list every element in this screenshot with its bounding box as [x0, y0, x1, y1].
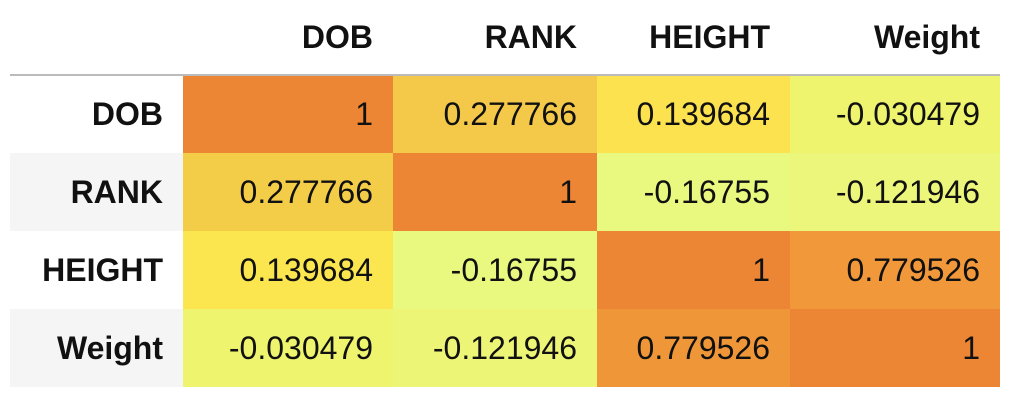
table-row: HEIGHT 0.139684 -0.16755 1 0.779526 — [10, 231, 1000, 309]
header-row: DOB RANK HEIGHT Weight — [10, 0, 1000, 76]
table-row: RANK 0.277766 1 -0.16755 -0.121946 — [10, 153, 1000, 231]
value-cell: 1 — [790, 309, 1000, 387]
column-header: RANK — [393, 0, 597, 76]
value-cell: 0.139684 — [183, 231, 393, 309]
column-header: DOB — [183, 0, 393, 76]
value-cell: -0.121946 — [393, 309, 597, 387]
row-header: RANK — [10, 153, 183, 231]
row-header: DOB — [91, 96, 163, 132]
corner-cell — [10, 0, 183, 76]
value-cell: -0.16755 — [393, 231, 597, 309]
value-cell: 0.779526 — [790, 231, 1000, 309]
value-cell: 0.277766 — [183, 153, 393, 231]
table-header: DOB RANK HEIGHT Weight — [10, 0, 1000, 76]
value-cell: -0.121946 — [790, 153, 1000, 231]
table-row: DOB 1 0.277766 0.139684 -0.030479 — [10, 75, 1000, 153]
row-header: HEIGHT — [42, 251, 163, 288]
table-row: Weight -0.030479 -0.121946 0.779526 1 — [10, 309, 1000, 387]
value-cell: 0.139684 — [597, 75, 790, 153]
column-header: HEIGHT — [597, 0, 790, 76]
value-cell: -0.030479 — [183, 309, 393, 387]
column-header: Weight — [790, 0, 1000, 76]
row-header: Weight — [10, 309, 183, 387]
table-body: DOB 1 0.277766 0.139684 -0.030479 RANK 0.27776… — [10, 75, 1000, 387]
correlation-table: DOB RANK HEIGHT Weight DOB 1 0.277766 0.139684… — [10, 0, 1000, 387]
value-cell: 1 — [597, 231, 790, 309]
value-cell: 0.277766 — [393, 75, 597, 153]
value-cell: 1 — [183, 75, 393, 153]
value-cell: -0.16755 — [597, 153, 790, 231]
value-cell: -0.030479 — [790, 75, 1000, 153]
value-cell: 1 — [393, 153, 597, 231]
value-cell: 0.779526 — [597, 309, 790, 387]
